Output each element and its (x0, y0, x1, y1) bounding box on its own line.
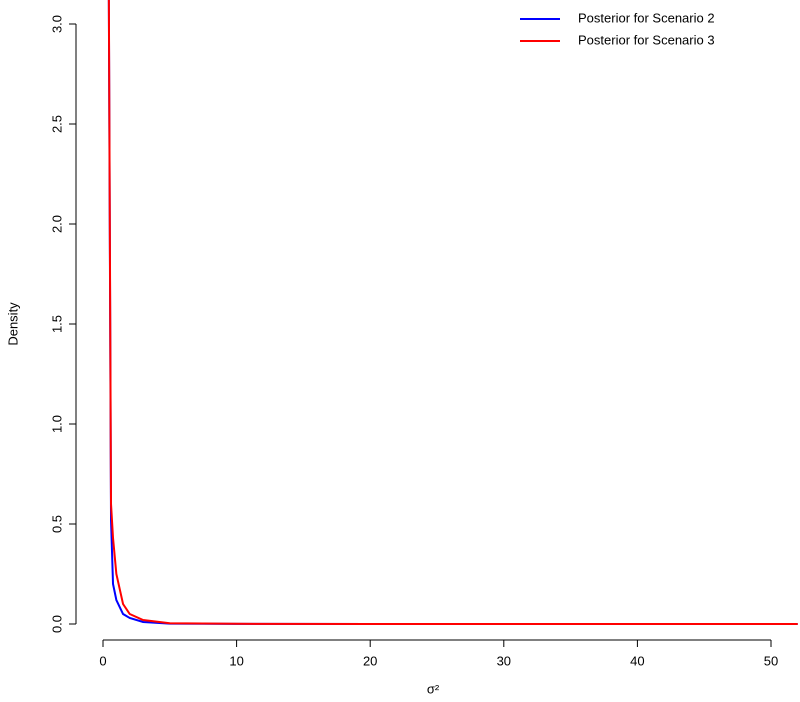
legend-label: Posterior for Scenario 3 (578, 32, 715, 47)
y-tick-label: 3.0 (49, 15, 64, 33)
x-tick-label: 40 (630, 653, 644, 668)
y-tick-label: 1.0 (49, 415, 64, 433)
x-axis-label: σ² (427, 681, 440, 696)
plot-area (107, 0, 798, 625)
y-tick-label: 2.0 (49, 215, 64, 233)
x-tick-label: 10 (229, 653, 243, 668)
x-tick-label: 20 (363, 653, 377, 668)
y-tick-label: 1.5 (49, 315, 64, 333)
y-axis-label: Density (5, 302, 20, 346)
y-tick-label: 2.5 (49, 115, 64, 133)
x-tick-label: 50 (764, 653, 778, 668)
line-series (107, 0, 798, 625)
y-tick-label: 0.0 (49, 615, 64, 633)
line-series (107, 0, 798, 625)
x-tick-label: 0 (99, 653, 106, 668)
y-tick-label: 0.5 (49, 515, 64, 533)
legend-label: Posterior for Scenario 2 (578, 10, 715, 25)
x-tick-label: 30 (497, 653, 511, 668)
